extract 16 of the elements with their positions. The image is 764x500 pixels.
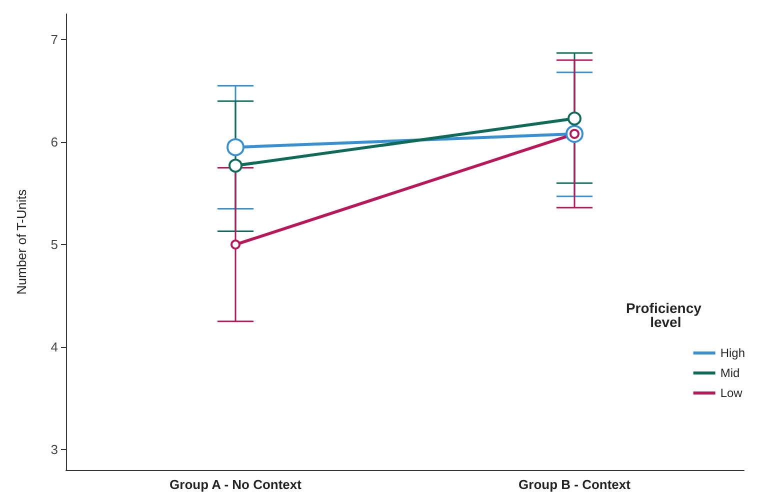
y-axis-title: Number of T-Units: [14, 188, 29, 295]
legend-label: High: [720, 346, 746, 360]
y-tick-label: 4: [50, 340, 58, 355]
y-tick-label: 6: [50, 134, 58, 150]
point: [568, 112, 582, 126]
legend-label: Low: [720, 386, 743, 400]
x-tick-label: Group A - No Context: [170, 477, 302, 492]
point: [230, 240, 240, 250]
y-tick-label: 7: [50, 32, 58, 48]
y-tick-label: 3: [50, 442, 58, 458]
point: [228, 158, 242, 173]
legend-label: Mid: [720, 366, 740, 380]
point: [226, 138, 244, 156]
x-tick-label: Group B - Context: [518, 477, 632, 492]
legend-title: Proficiency level: [626, 300, 706, 330]
y-tick-label: 5: [50, 237, 58, 252]
